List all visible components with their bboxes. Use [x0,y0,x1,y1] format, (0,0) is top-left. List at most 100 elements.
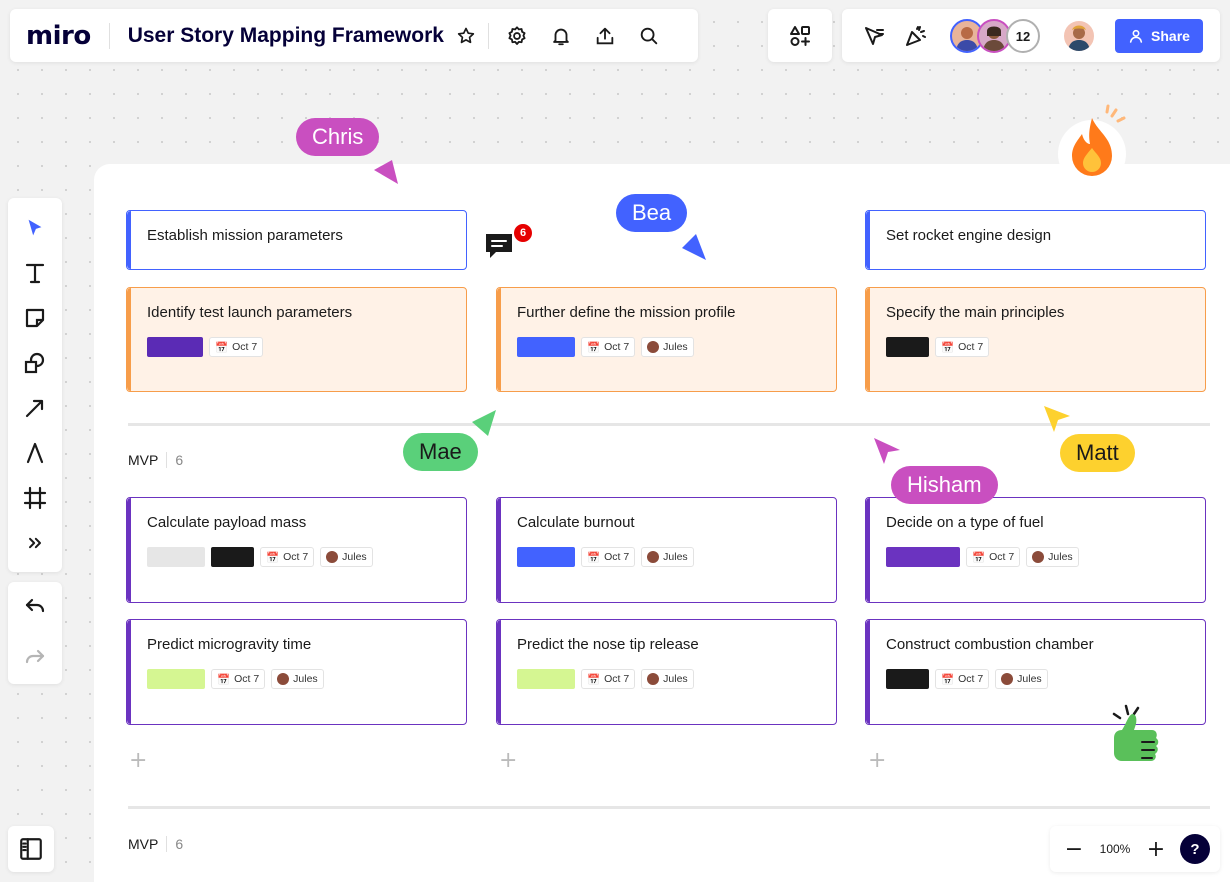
collaborator-count[interactable]: 12 [1006,19,1040,53]
help-button[interactable]: ? [1180,834,1210,864]
story-card[interactable]: Calculate burnout 📅 Oct 7 Jules [496,497,837,603]
cursor-name: Chris [312,124,364,149]
zoom-out-button[interactable]: − [1064,836,1084,862]
assignee-tag[interactable]: Jules [641,547,694,567]
comment-icon[interactable] [484,232,514,260]
pen-icon [26,442,44,464]
history-panel [8,582,62,684]
due-date-tag[interactable]: 📅 Oct 7 [581,669,636,689]
help-label: ? [1190,840,1200,858]
due-date-tag[interactable]: 📅 Oct 7 [935,337,990,357]
current-user-avatar[interactable] [1062,19,1096,53]
due-date-tag[interactable]: 📅 Oct 7 [211,669,266,689]
upload-icon[interactable] [587,18,623,54]
due-date-tag[interactable]: 📅 Oct 7 [966,547,1021,567]
cursor-arrow-icon [374,160,398,184]
add-card-button[interactable]: + [499,748,518,773]
story-card[interactable]: Construct combustion chamber 📅 Oct 7 Jule… [865,619,1206,725]
due-date-tag[interactable]: 📅 Oct 7 [581,547,636,567]
bell-icon[interactable] [543,18,579,54]
line-tool[interactable] [15,388,55,428]
frame-tool[interactable] [15,478,55,518]
collaborator-count-label: 12 [1015,28,1031,44]
select-tool[interactable] [15,208,55,248]
pen-tool[interactable] [15,433,55,473]
section-label[interactable]: MVP 6 [128,836,183,852]
due-date-tag[interactable]: 📅 Oct 7 [935,669,990,689]
due-date-tag[interactable]: 📅 Oct 7 [581,337,636,357]
collaboration-panel: 12 Share [842,9,1220,62]
thumbs-up-reaction-icon [1104,702,1166,774]
assignee-name: Jules [663,341,688,353]
zoom-level[interactable]: 100% [1099,842,1131,856]
activity-card[interactable]: Establish mission parameters [126,210,467,270]
card-title: Construct combustion chamber [886,636,1094,653]
assignee-name: Jules [663,551,688,563]
add-card-button[interactable]: + [129,748,148,773]
card-meta: 📅 Oct 7 [886,337,990,357]
due-date-tag[interactable]: 📅 Oct 7 [260,547,315,567]
settings-icon[interactable] [499,18,535,54]
assignee-tag[interactable]: Jules [271,669,324,689]
celebrate-icon[interactable] [898,18,934,54]
calendar-icon: 📅 [941,673,955,686]
color-tag[interactable] [147,337,203,357]
calendar-icon: 📅 [972,551,986,564]
star-icon[interactable] [448,18,484,54]
due-date-tag[interactable]: 📅 Oct 7 [209,337,264,357]
miro-logo[interactable]: miro [26,20,91,51]
story-card[interactable]: Calculate payload mass 📅 Oct 7 Jules [126,497,467,603]
card-title: Decide on a type of fuel [886,514,1044,531]
assignee-avatar [647,341,660,353]
shapes-tool[interactable] [15,343,55,383]
search-icon[interactable] [631,18,667,54]
text-tool[interactable] [15,253,55,293]
add-card-button[interactable]: + [868,748,887,773]
more-tools-icon [29,537,41,549]
collaborators-avatars[interactable]: 12 [950,19,1042,53]
story-card[interactable]: Decide on a type of fuel 📅 Oct 7 Jules [865,497,1206,603]
due-date: Oct 7 [283,551,309,563]
section-title: MVP [128,836,159,852]
story-card[interactable]: Predict microgravity time 📅 Oct 7 Jules [126,619,467,725]
card-title: Establish mission parameters [147,227,343,244]
undo-button[interactable] [15,585,55,625]
color-tag[interactable] [147,547,205,567]
story-card[interactable]: Predict the nose tip release 📅 Oct 7 Jule… [496,619,837,725]
color-tag[interactable] [886,669,929,689]
zoom-in-button[interactable]: + [1146,836,1166,862]
step-card[interactable]: Identify test launch parameters 📅 Oct 7 [126,287,467,392]
redo-button[interactable] [15,636,55,676]
activity-card[interactable]: Set rocket engine design [865,210,1206,270]
color-tag[interactable] [517,547,575,567]
color-tag[interactable] [211,547,254,567]
assignee-tag[interactable]: Jules [1026,547,1079,567]
color-tag[interactable] [517,669,575,689]
assignee-tag[interactable]: Jules [641,669,694,689]
step-card[interactable]: Specify the main principles 📅 Oct 7 [865,287,1206,392]
calendar-icon: 📅 [587,341,601,354]
color-tag[interactable] [886,547,960,567]
more-tools[interactable] [15,523,55,563]
text-icon [25,263,45,284]
card-meta: 📅 Oct 7 Jules [517,547,694,567]
step-card[interactable]: Further define the mission profile 📅 Oct … [496,287,837,392]
section-label[interactable]: MVP 6 [128,452,183,468]
bring-everyone-icon[interactable] [856,18,892,54]
share-button[interactable]: Share [1115,19,1203,53]
board-title[interactable]: User Story Mapping Framework [127,23,444,47]
assignee-avatar [1032,551,1045,563]
color-tag[interactable] [147,669,205,689]
apps-icon[interactable] [782,18,818,54]
calendar-icon: 📅 [215,341,229,354]
sticky-note-tool[interactable] [15,298,55,338]
color-tag[interactable] [886,337,929,357]
assignee-tag[interactable]: Jules [995,669,1048,689]
assignee-tag[interactable]: Jules [641,337,694,357]
color-tag[interactable] [517,337,575,357]
calendar-icon: 📅 [587,551,601,564]
assignee-tag[interactable]: Jules [320,547,373,567]
board-panel-toggle[interactable] [8,826,54,872]
undo-icon [25,598,45,613]
cursor-arrow-icon [472,410,496,436]
